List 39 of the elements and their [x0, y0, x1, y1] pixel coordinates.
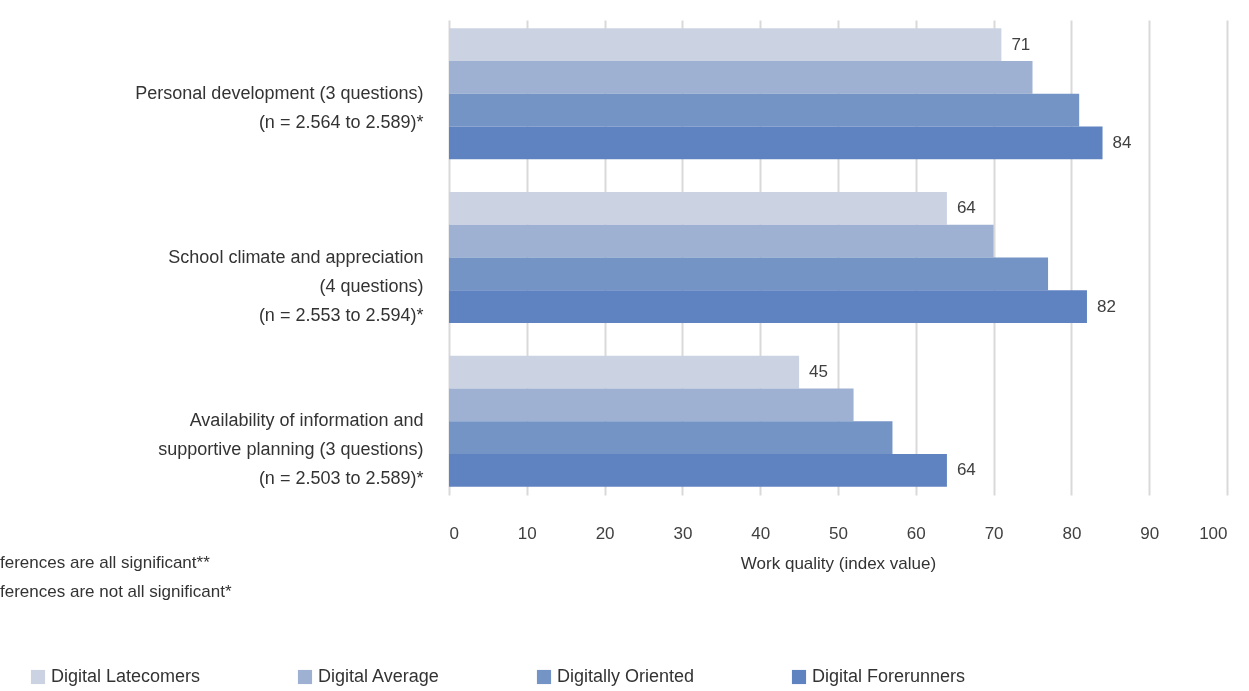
x-tick-label: 60	[906, 523, 926, 543]
data-label: 45	[809, 362, 829, 382]
data-label: 71	[1011, 34, 1031, 54]
legend-label: Digital Latecomers	[51, 666, 201, 686]
x-tick-label: 100	[1199, 523, 1228, 543]
bar	[449, 355, 800, 389]
data-label: 82	[1096, 296, 1116, 316]
x-tick-label: 50	[829, 523, 848, 543]
text: ferences are all significant**	[0, 552, 211, 574]
bar	[449, 454, 947, 487]
bar	[449, 388, 854, 422]
y-tick-label: Availability of information and supportive planning (3 questions) (n = 2.503 to 2.589)*	[158, 410, 424, 489]
x-tick-label: 80	[1062, 523, 1082, 543]
x-tick-label: 90	[1140, 523, 1160, 543]
data-label: 64	[956, 198, 976, 218]
y-tick-label: School climate and appreciation (4 questions) (n = 2.553 to 2.594)*	[168, 246, 424, 325]
legend-label: Digital Average	[318, 666, 439, 686]
x-tick-label: 20	[595, 523, 615, 543]
legend-label: Digitally Oriented	[557, 666, 695, 686]
bar	[449, 60, 1033, 94]
bar	[449, 28, 1002, 61]
x-tick-label: 70	[984, 523, 1004, 543]
x-tick-label: 30	[673, 523, 693, 543]
data-label: 84	[1112, 132, 1132, 152]
x-tick-label: 10	[517, 523, 537, 543]
y-tick-label: Personal development (3 questions) (n = 2.564 to 2.589)*	[135, 82, 424, 132]
bar	[449, 224, 994, 258]
bar	[449, 191, 947, 225]
x-axis-title: Work quality (index value)	[740, 553, 937, 573]
legend-label: Digital Forerunners	[812, 666, 966, 686]
bar	[449, 257, 1049, 291]
x-tick-label: 0	[449, 523, 459, 543]
bar	[449, 290, 1087, 324]
bar	[449, 421, 893, 455]
bar	[449, 93, 1080, 127]
x-tick-label: 40	[751, 523, 771, 543]
text: ferences are not all significant*	[0, 581, 232, 603]
data-label: 64	[956, 460, 976, 480]
bar	[449, 126, 1103, 160]
